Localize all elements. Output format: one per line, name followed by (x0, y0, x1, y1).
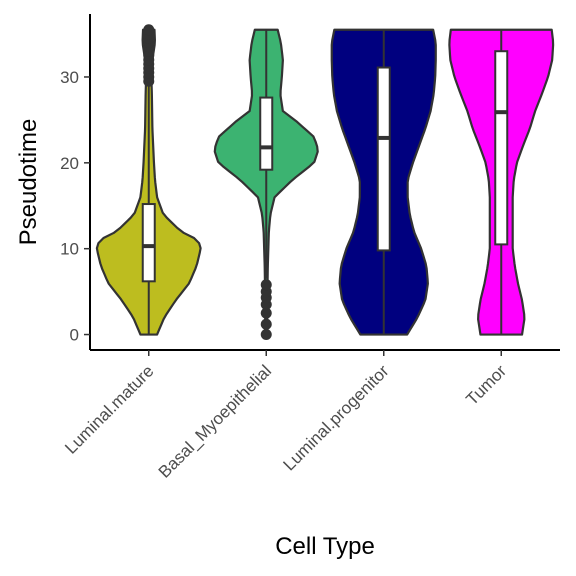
box-Tumor (494, 50, 509, 246)
outlier-Basal_Myoepithelial-1 (260, 318, 272, 330)
plot-area (95, 24, 555, 341)
outlier-Luminal.mature-12 (143, 24, 155, 36)
x-tick-label-Tumor: Tumor (462, 361, 510, 409)
box-Luminal.mature (141, 203, 156, 283)
outlier-Basal_Myoepithelial-2 (260, 307, 272, 319)
box-Luminal.progenitor (376, 66, 391, 252)
y-axis-title: Pseudotime (15, 119, 42, 246)
y-tick-label-0: 0 (70, 326, 79, 345)
violin-group-Basal_Myoepithelial (213, 28, 319, 341)
violin-group-Tumor (448, 28, 555, 336)
outlier-Basal_Myoepithelial-0 (260, 329, 272, 341)
y-tick-label-30: 30 (60, 68, 79, 87)
violin-group-Luminal.mature (95, 24, 202, 336)
x-tick-label-Luminal.mature: Luminal.mature (61, 361, 157, 457)
y-tick-label-10: 10 (60, 240, 79, 259)
box-Basal_Myoepithelial (259, 96, 274, 171)
x-axis-title: Cell Type (275, 533, 375, 560)
x-tick-label-Basal_Myoepithelial: Basal_Myoepithelial (155, 361, 275, 481)
violin-group-Luminal.progenitor (330, 28, 437, 336)
outlier-Basal_Myoepithelial-6 (260, 279, 272, 291)
x-tick-label-Luminal.progenitor: Luminal.progenitor (280, 361, 393, 474)
y-tick-label-20: 20 (60, 154, 79, 173)
